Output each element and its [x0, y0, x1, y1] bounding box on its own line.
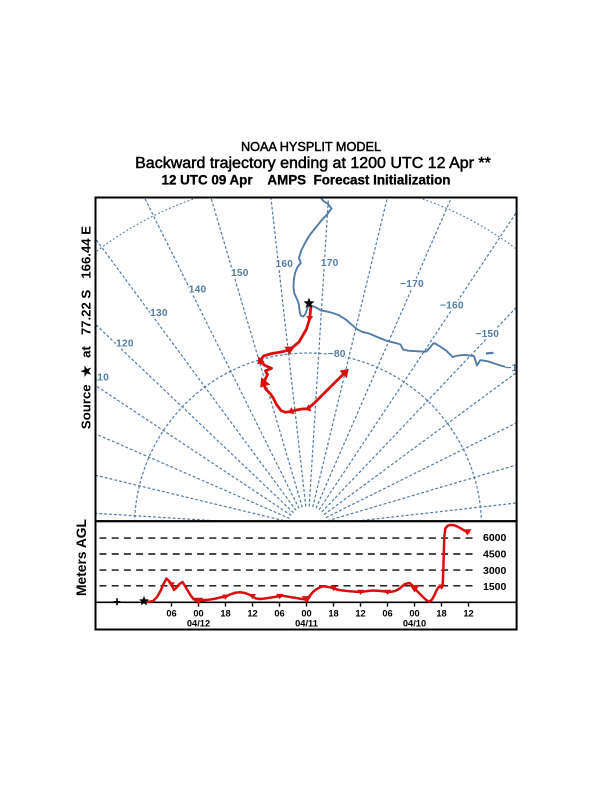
svg-text:12 UTC 09 Apr AMPS Forecas: 12 UTC 09 Apr AMPS Forecast Initializati… — [162, 173, 451, 188]
svg-text:04/10: 04/10 — [403, 618, 426, 628]
svg-text:−160: −160 — [440, 301, 464, 312]
svg-text:−170: −170 — [400, 279, 424, 290]
svg-text:−80: −80 — [328, 349, 346, 360]
svg-text:120: 120 — [116, 338, 134, 349]
svg-text:00: 00 — [301, 609, 311, 619]
svg-text:Meters AGL: Meters AGL — [74, 519, 89, 596]
svg-text:18: 18 — [220, 609, 230, 619]
svg-text:−140: −140 — [506, 363, 530, 374]
svg-text:NOAA HYSPLIT MODEL: NOAA HYSPLIT MODEL — [241, 140, 381, 154]
svg-text:12: 12 — [247, 609, 257, 619]
svg-text:06: 06 — [166, 609, 176, 619]
svg-text:160: 160 — [275, 259, 293, 270]
svg-text:18: 18 — [436, 609, 446, 619]
svg-text:06: 06 — [382, 609, 392, 619]
svg-text:170: 170 — [321, 258, 339, 269]
svg-text:Source ★ at 77.22 S 166.: Source ★ at 77.22 S 166.44 E — [79, 226, 94, 429]
svg-text:00: 00 — [409, 609, 419, 619]
svg-text:18: 18 — [328, 609, 338, 619]
svg-text:00: 00 — [193, 609, 203, 619]
svg-text:−150: −150 — [475, 329, 499, 340]
svg-text:110: 110 — [92, 373, 109, 384]
svg-text:150: 150 — [231, 268, 249, 279]
svg-text:4500: 4500 — [483, 549, 507, 561]
svg-text:12: 12 — [463, 609, 473, 619]
svg-text:Backward trajectory ending at: Backward trajectory ending at 1200 UTC 1… — [135, 155, 491, 172]
svg-text:04/12: 04/12 — [187, 618, 210, 628]
svg-text:3000: 3000 — [483, 565, 507, 577]
svg-text:06: 06 — [274, 609, 284, 619]
svg-text:140: 140 — [189, 285, 207, 296]
svg-text:1500: 1500 — [483, 581, 507, 593]
svg-text:6000: 6000 — [483, 532, 507, 544]
svg-text:04/11: 04/11 — [295, 618, 318, 628]
svg-text:130: 130 — [150, 308, 168, 319]
svg-text:12: 12 — [355, 609, 365, 619]
